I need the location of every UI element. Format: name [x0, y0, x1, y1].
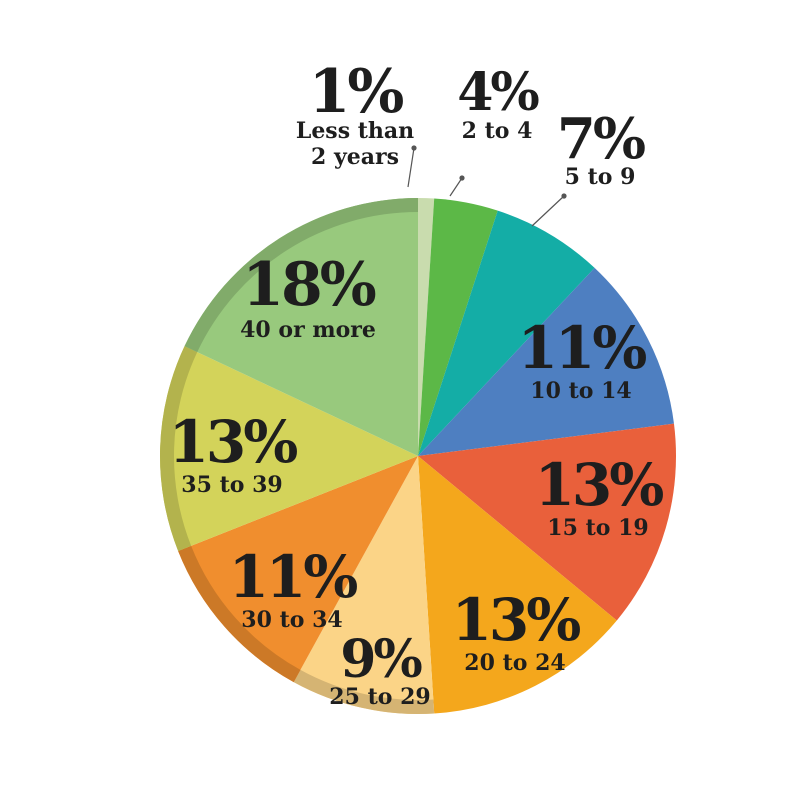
category-label-30-to-34: 30 to 34 [241, 607, 342, 633]
percent-label-15-to-19: 13% [535, 451, 664, 519]
leader-lines [407, 145, 567, 227]
pie-slice-rim-30-to-34 [178, 545, 301, 683]
pie-slice-15-to-19 [418, 423, 677, 621]
leader-line-2-to-4 [449, 177, 463, 197]
percent-label-25-to-29: 9% [340, 629, 422, 690]
pie-slice-40-or-more [184, 198, 418, 456]
percent-label-5-to-9: 7% [557, 106, 645, 172]
category-label-10-to-14: 10 to 14 [530, 378, 631, 404]
category-label-40-or-more: 40 or more [240, 317, 376, 343]
percent-label-10-to-14: 11% [518, 314, 647, 382]
leader-dot-2-to-4 [459, 175, 465, 181]
percent-label-30-to-34: 11% [229, 543, 358, 611]
leader-dot-5-to-9 [561, 193, 567, 199]
pie-slice-2-to-4 [418, 198, 498, 456]
percent-label-20-to-24: 13% [452, 586, 581, 654]
pie-slices [159, 198, 677, 714]
percent-label-35-to-39: 13% [169, 408, 298, 476]
pie-slice-rim-40-or-more [184, 198, 418, 353]
leader-line-5-to-9 [531, 195, 565, 227]
pie-slice-less-than-2-years [418, 198, 435, 456]
percent-label-2-to-4: 4% [457, 62, 539, 123]
category-label-20-to-24: 20 to 24 [464, 650, 565, 676]
pie-slice-20-to-24 [418, 456, 617, 714]
category-label-25-to-29: 25 to 29 [329, 684, 430, 710]
category-label-less-than-2-years-line-2: 2 years [311, 144, 399, 170]
pie-slice-25-to-29 [293, 456, 435, 714]
leader-line-less-than-2-years [407, 147, 415, 188]
percent-label-40-or-more: 18% [242, 250, 375, 320]
category-label-15-to-19: 15 to 19 [547, 515, 648, 541]
pie-slice-35-to-39 [159, 346, 419, 551]
category-label-2-to-4: 2 to 4 [462, 118, 533, 144]
category-label-35-to-39: 35 to 39 [181, 472, 282, 498]
category-label-less-than-2-years-line-1: Less than [296, 118, 414, 144]
percent-label-less-than-2-years: 1% [309, 57, 404, 127]
pie-slice-rim-25-to-29 [293, 669, 435, 714]
pie-slice-5-to-9 [418, 210, 595, 456]
pie-slice-10-to-14 [418, 267, 674, 456]
leader-dot-less-than-2-years [411, 145, 417, 151]
category-label-5-to-9: 5 to 9 [565, 164, 636, 190]
pie-slice-rim-35-to-39 [159, 346, 198, 551]
